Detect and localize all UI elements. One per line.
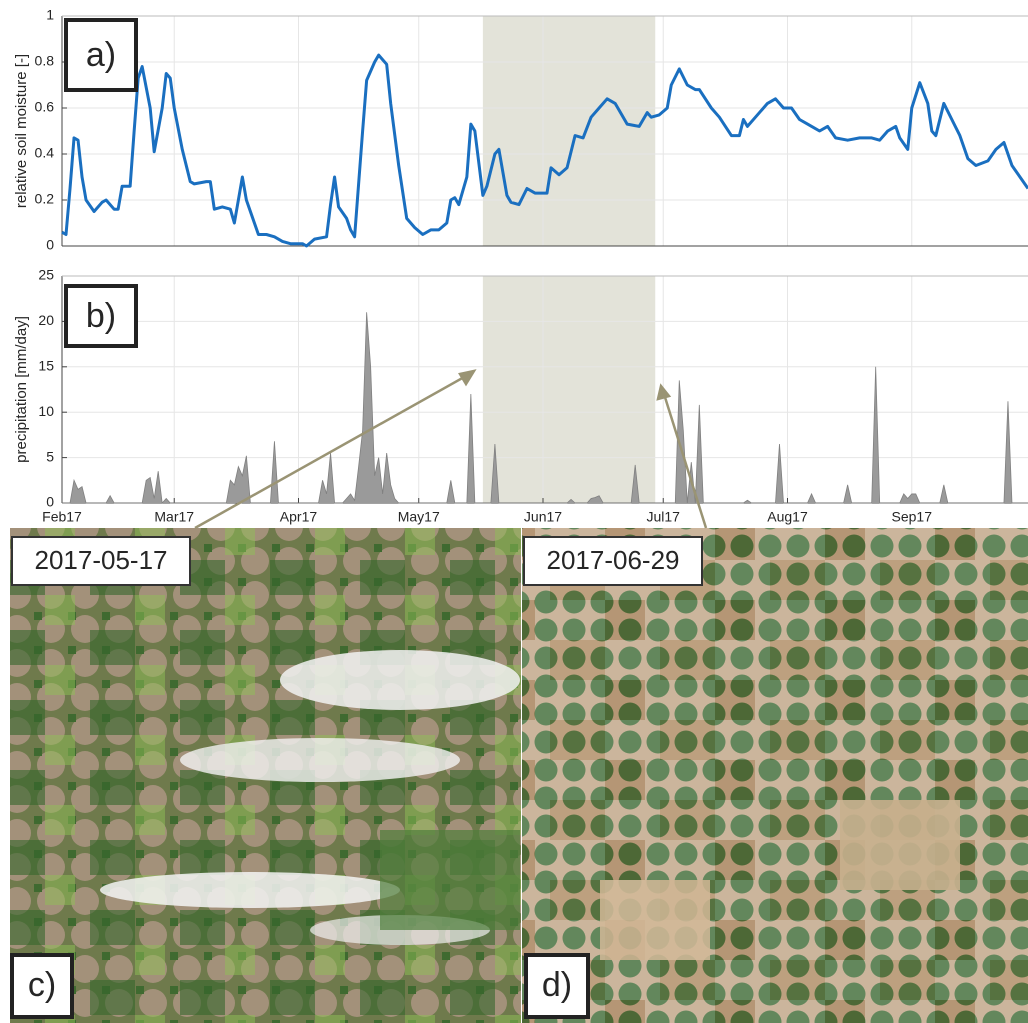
y-tick-label: 20 bbox=[38, 312, 54, 328]
panel-label: c) bbox=[28, 966, 56, 1004]
x-tick-label: Sep17 bbox=[892, 509, 933, 525]
y-tick-label: 0.8 bbox=[35, 53, 55, 69]
y-tick-label: 10 bbox=[38, 403, 54, 419]
precipitation-area bbox=[62, 312, 1028, 504]
y-tick-label: 25 bbox=[38, 267, 54, 283]
label-box bbox=[64, 18, 138, 92]
highlight-arrows bbox=[194, 369, 708, 530]
x-tick-label: Aug17 bbox=[767, 509, 808, 525]
x-tick-label: Apr17 bbox=[280, 509, 318, 525]
x-tick-label: Feb17 bbox=[42, 509, 82, 525]
image-date: 2017-05-17 bbox=[35, 545, 168, 575]
x-tick-label: Mar17 bbox=[154, 509, 194, 525]
satellite-image-d bbox=[522, 528, 1028, 1023]
label-box bbox=[524, 953, 590, 1019]
x-tick-label: Jul17 bbox=[647, 509, 681, 525]
charts: 0 0.2 0.4 0.6 0.8 1 relative soil moisture [-]… bbox=[13, 7, 1028, 525]
y-tick-label: 0.4 bbox=[35, 145, 55, 161]
y-tick-label: 5 bbox=[46, 448, 54, 464]
panel-label: d) bbox=[542, 966, 572, 1004]
y-tick-label: 15 bbox=[38, 358, 54, 374]
panel-label: a) bbox=[86, 36, 116, 74]
satellite-image-c bbox=[10, 528, 521, 1023]
image-labels: 2017-05-17 2017-06-29 c) d) bbox=[10, 536, 703, 1019]
panel-label: b) bbox=[86, 297, 116, 335]
label-box bbox=[64, 284, 138, 348]
soil-moisture-line bbox=[61, 53, 1028, 248]
label-box bbox=[11, 536, 191, 586]
x-tick-label: Jun17 bbox=[524, 509, 562, 525]
y-tick-label: 0 bbox=[46, 494, 54, 510]
y-axis-label: precipitation [mm/day] bbox=[13, 316, 30, 463]
y-axis-label: relative soil moisture [-] bbox=[13, 54, 30, 208]
y-tick-label: 0 bbox=[46, 237, 54, 253]
x-tick-label: May17 bbox=[398, 509, 440, 525]
y-tick-label: 1 bbox=[46, 7, 54, 23]
highlight-span bbox=[482, 16, 656, 246]
highlight-span bbox=[482, 276, 656, 503]
label-box bbox=[10, 953, 74, 1019]
y-tick-label: 0.2 bbox=[35, 191, 55, 207]
label-box bbox=[523, 536, 703, 586]
image-date: 2017-06-29 bbox=[547, 545, 680, 575]
y-tick-label: 0.6 bbox=[35, 99, 55, 115]
